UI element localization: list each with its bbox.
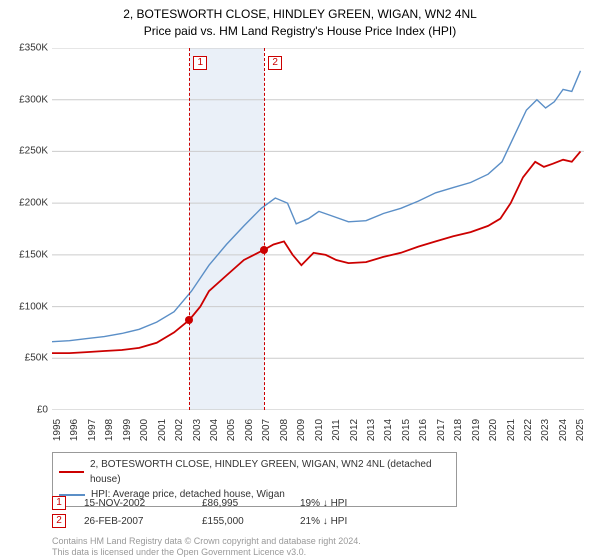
x-tick-label: 1998 [104,419,115,441]
sale-vline-2 [264,48,265,410]
sale-2-vs-hpi: 21% ↓ HPI [300,516,400,527]
x-tick-label: 2003 [192,419,203,441]
y-tick-label: £300K [0,94,48,105]
x-tick-label: 2018 [453,419,464,441]
x-tick-label: 2023 [540,419,551,441]
x-tick-label: 2004 [209,419,220,441]
x-tick-label: 2011 [331,419,342,441]
footer-line-1: Contains HM Land Registry data © Crown c… [52,536,361,547]
sale-row-1: 1 15-NOV-2002 £86,995 19% ↓ HPI [52,496,400,510]
x-tick-label: 2017 [436,419,447,441]
x-tick-label: 2009 [296,419,307,441]
x-tick-label: 2022 [523,419,534,441]
chart-area: £0£50K£100K£150K£200K£250K£300K£350K 199… [52,48,584,410]
y-tick-label: £100K [0,301,48,312]
x-tick-label: 2008 [279,419,290,441]
y-tick-label: £50K [0,353,48,364]
legend-swatch-1 [59,471,84,473]
sale-1-price: £86,995 [202,498,282,509]
x-tick-label: 2010 [314,419,325,441]
sale-marker-1: 1 [52,496,66,510]
legend-item-price-paid: 2, BOTESWORTH CLOSE, HINDLEY GREEN, WIGA… [59,457,450,487]
y-tick-label: £0 [0,405,48,416]
sales-block: 1 15-NOV-2002 £86,995 19% ↓ HPI 2 26-FEB… [52,496,400,532]
sale-2-date: 26-FEB-2007 [84,516,184,527]
sale-marker-overlay-1: 1 [193,56,207,70]
y-tick-label: £350K [0,43,48,54]
sale-1-vs-hpi: 19% ↓ HPI [300,498,400,509]
series-price_paid [52,151,581,353]
title-block: 2, BOTESWORTH CLOSE, HINDLEY GREEN, WIGA… [0,0,600,40]
title-line-1: 2, BOTESWORTH CLOSE, HINDLEY GREEN, WIGA… [0,6,600,23]
x-tick-label: 2001 [157,419,168,441]
x-tick-label: 2016 [418,419,429,441]
x-tick-label: 2012 [349,419,360,441]
sale-1-date: 15-NOV-2002 [84,498,184,509]
x-tick-label: 2000 [139,419,150,441]
x-tick-label: 1999 [122,419,133,441]
sale-marker-2: 2 [52,514,66,528]
x-tick-label: 2025 [575,419,586,441]
x-tick-label: 2006 [244,419,255,441]
footer-line-2: This data is licensed under the Open Gov… [52,547,361,558]
x-tick-label: 2013 [366,419,377,441]
x-tick-label: 2014 [383,419,394,441]
x-tick-label: 2015 [401,419,412,441]
title-line-2: Price paid vs. HM Land Registry's House … [0,23,600,40]
plot-svg [52,48,584,410]
x-tick-label: 2024 [558,419,569,441]
y-tick-label: £250K [0,146,48,157]
y-tick-label: £200K [0,198,48,209]
x-tick-label: 2002 [174,419,185,441]
sale-marker-overlay-2: 2 [268,56,282,70]
legend-label-1: 2, BOTESWORTH CLOSE, HINDLEY GREEN, WIGA… [90,457,450,487]
footer: Contains HM Land Registry data © Crown c… [52,536,361,559]
x-tick-label: 1996 [69,419,80,441]
series-hpi [52,71,581,342]
x-tick-label: 1997 [87,419,98,441]
x-tick-label: 2020 [488,419,499,441]
sale-2-price: £155,000 [202,516,282,527]
sale-row-2: 2 26-FEB-2007 £155,000 21% ↓ HPI [52,514,400,528]
sale-dot-2 [260,246,268,254]
x-tick-label: 2019 [471,419,482,441]
x-tick-label: 2007 [261,419,272,441]
x-tick-label: 2005 [226,419,237,441]
y-tick-label: £150K [0,249,48,260]
x-tick-label: 2021 [506,419,517,441]
sale-vline-1 [189,48,190,410]
chart-container: 2, BOTESWORTH CLOSE, HINDLEY GREEN, WIGA… [0,0,600,560]
x-tick-label: 1995 [52,419,63,441]
